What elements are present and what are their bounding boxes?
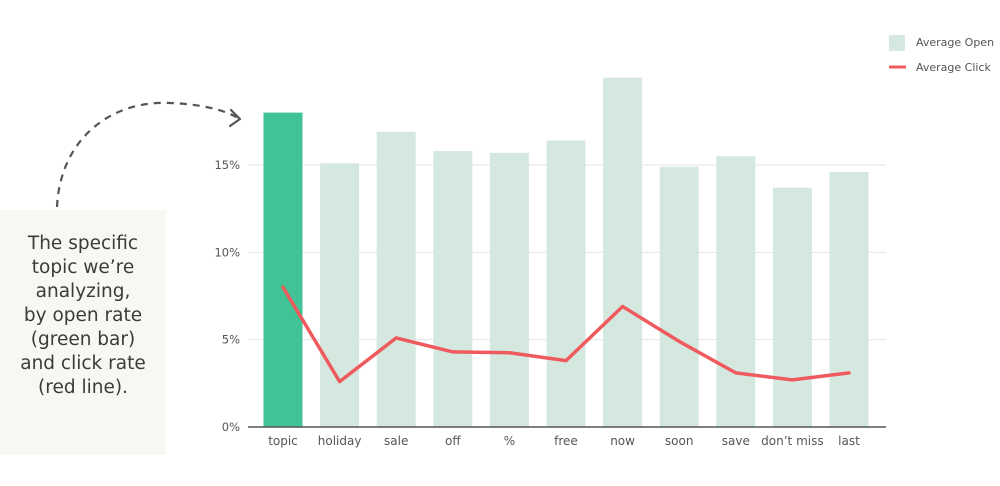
x-tick-label: topic (268, 434, 298, 448)
x-tick-label: don’t miss (761, 434, 823, 448)
y-tick-label: 5% (222, 333, 240, 347)
bar-open (376, 131, 416, 427)
x-tick-label: last (838, 434, 860, 448)
bar-highlight (263, 112, 303, 427)
bar-open (603, 77, 643, 428)
arrow-head-icon (228, 108, 242, 128)
annotation-line: topic we’re (31, 257, 135, 278)
legend-swatch-open (889, 35, 905, 51)
x-tick-label: free (554, 434, 578, 448)
bars (263, 77, 869, 428)
annotation-line: (green bar) (30, 329, 136, 350)
annotation-line: by open rate (23, 305, 143, 326)
x-tick-label: % (504, 434, 515, 448)
bar-open (659, 166, 699, 427)
bar-open (489, 152, 529, 428)
axes: 0% 5% 10% 15% topic holiday sale off% free now soo… (214, 158, 886, 448)
x-tick-label: off (445, 434, 461, 448)
bar-open (772, 187, 812, 427)
annotation-text: The specific topic we’re analyzing, by o… (8, 232, 158, 400)
annotation-box: The specific topic we’re analyzing, by o… (0, 210, 166, 455)
dashed-arrow-curve (55, 101, 239, 208)
x-tick-label: sale (384, 434, 408, 448)
bar-open (433, 151, 473, 427)
bar-open (716, 156, 756, 427)
annotation-line: and click rate (20, 353, 146, 374)
bar-open (546, 140, 586, 427)
bar-open (320, 163, 360, 427)
annotation-line: (red line). (38, 377, 128, 398)
annotation-line: The specific (27, 233, 139, 254)
y-tick-label: 15% (214, 158, 240, 172)
x-tick-label: save (722, 434, 750, 448)
click-line-series (281, 285, 851, 384)
x-tick-label: soon (665, 434, 694, 448)
legend-label-click: Average Click (916, 61, 992, 74)
y-tick-label: 0% (222, 420, 240, 434)
bar-open (829, 171, 869, 427)
legend-label-open: Average Open (916, 36, 994, 49)
x-tick-label: now (610, 434, 635, 448)
annotation-arrow (55, 101, 242, 208)
y-tick-label: 10% (214, 245, 240, 259)
x-tick-label: holiday (318, 434, 362, 448)
legend: Average Open Average Click (889, 35, 994, 74)
annotation-line: analyzing, (35, 281, 131, 302)
